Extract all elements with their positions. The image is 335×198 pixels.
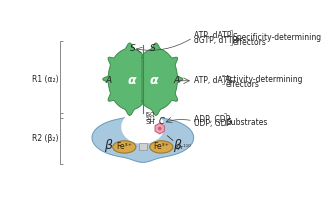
Circle shape bbox=[158, 127, 162, 130]
Text: ATP, dATP,: ATP, dATP, bbox=[194, 31, 234, 40]
Text: ATP, dATP: ATP, dATP bbox=[194, 76, 232, 85]
Text: Specificity-determining: Specificity-determining bbox=[233, 33, 322, 42]
Ellipse shape bbox=[113, 141, 136, 153]
Polygon shape bbox=[103, 43, 144, 115]
Text: Substrates: Substrates bbox=[227, 118, 268, 127]
Polygon shape bbox=[121, 110, 164, 144]
Text: A: A bbox=[106, 76, 112, 85]
FancyBboxPatch shape bbox=[139, 144, 147, 150]
Text: R2 (β₂): R2 (β₂) bbox=[32, 134, 59, 143]
Polygon shape bbox=[155, 123, 164, 134]
Polygon shape bbox=[92, 113, 194, 162]
Text: S: S bbox=[150, 44, 156, 53]
Text: S: S bbox=[130, 44, 136, 53]
Text: R1 (α₂): R1 (α₂) bbox=[32, 75, 59, 84]
Text: C: C bbox=[159, 117, 165, 126]
Text: α: α bbox=[149, 74, 158, 87]
Text: Tyr¹¹⁰: Tyr¹¹⁰ bbox=[175, 144, 192, 150]
Text: Fe³⁺: Fe³⁺ bbox=[153, 142, 169, 151]
Text: β: β bbox=[104, 139, 112, 152]
Text: UDP, GDP: UDP, GDP bbox=[194, 119, 231, 128]
Text: Activity-determining: Activity-determining bbox=[225, 75, 304, 84]
Text: Fe³⁺: Fe³⁺ bbox=[116, 142, 132, 151]
Text: β: β bbox=[174, 139, 182, 152]
Text: effectors: effectors bbox=[233, 38, 267, 47]
Text: A: A bbox=[174, 76, 180, 85]
Text: effectors: effectors bbox=[225, 80, 259, 89]
Text: 521: 521 bbox=[146, 116, 156, 121]
Text: ADP, CDP,: ADP, CDP, bbox=[194, 115, 233, 124]
Text: dGTP, dTTP: dGTP, dTTP bbox=[194, 36, 238, 45]
Text: α: α bbox=[128, 74, 136, 87]
Text: ISO: ISO bbox=[146, 112, 155, 117]
Text: SH: SH bbox=[146, 119, 155, 125]
Polygon shape bbox=[142, 43, 183, 115]
Ellipse shape bbox=[150, 141, 173, 153]
